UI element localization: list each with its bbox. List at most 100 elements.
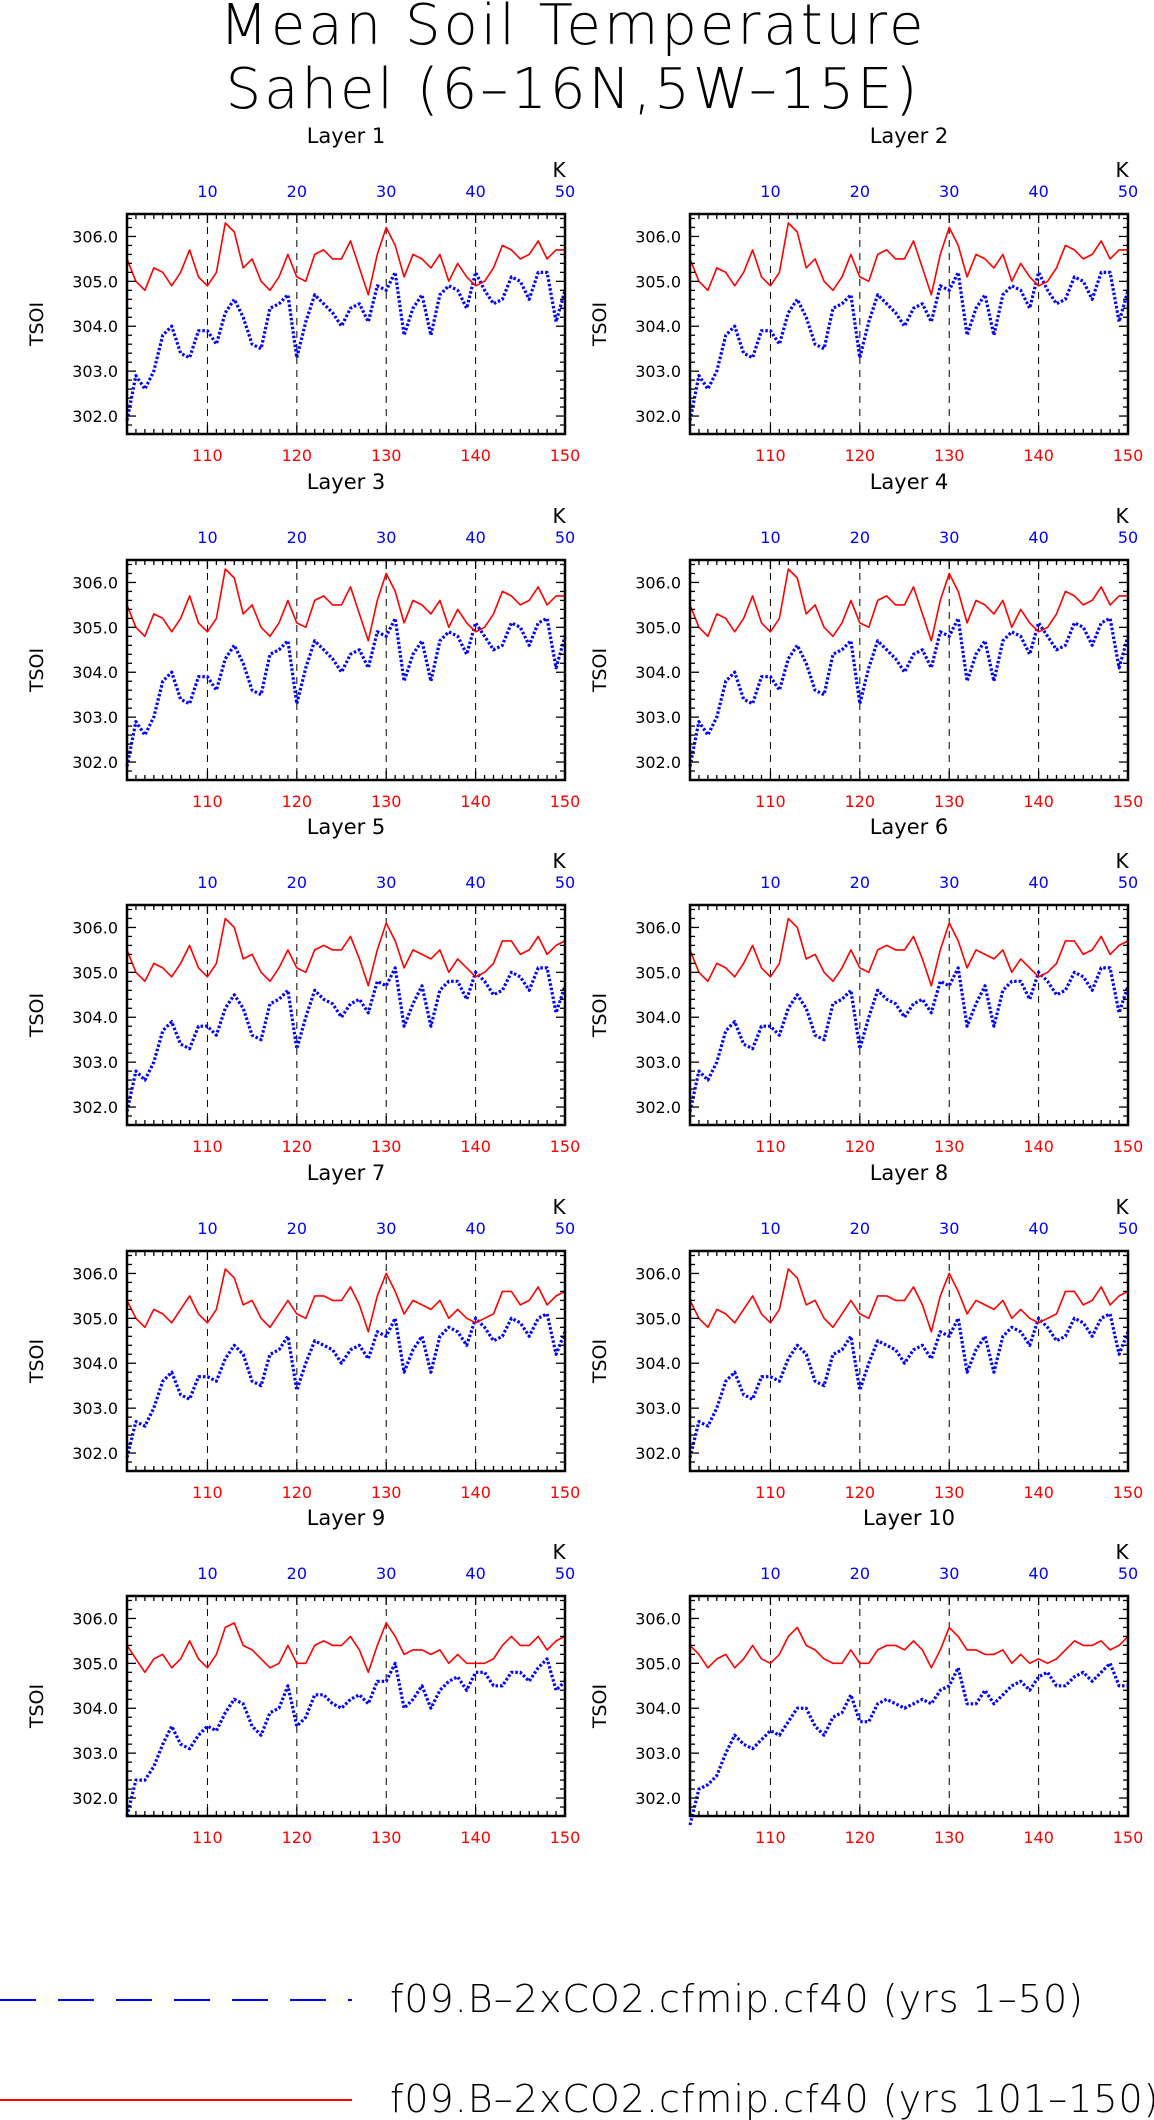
bottom-x-tick-label: 140 <box>1023 446 1054 465</box>
top-x-axis-label: K <box>1115 849 1129 873</box>
top-x-tick-label: 20 <box>287 873 307 892</box>
bottom-x-tick-label: 110 <box>755 1137 786 1156</box>
bottom-x-tick-label: 150 <box>1113 1483 1144 1502</box>
panel-title: Layer 10 <box>863 1506 955 1530</box>
top-x-tick-label: 40 <box>465 1564 485 1583</box>
y-tick-label: 302.0 <box>72 1098 118 1117</box>
top-x-tick-label: 40 <box>465 873 485 892</box>
y-tick-label: 303.0 <box>635 1399 681 1418</box>
top-x-tick-label: 30 <box>939 182 959 201</box>
top-x-tick-label: 40 <box>1028 528 1048 547</box>
y-tick-label: 304.0 <box>72 1354 118 1373</box>
top-x-tick-label: 50 <box>1118 1219 1138 1238</box>
y-tick-label: 304.0 <box>635 317 681 336</box>
bottom-x-tick-label: 120 <box>845 1483 876 1502</box>
bottom-x-tick-label: 140 <box>460 1137 491 1156</box>
series-line-yrs-101-150 <box>689 917 1129 987</box>
top-x-tick-label: 50 <box>555 1564 575 1583</box>
series-line-yrs-101-150 <box>689 1268 1129 1333</box>
bottom-x-tick-label: 140 <box>460 1483 491 1502</box>
top-x-tick-label: 30 <box>376 1219 396 1238</box>
series-line-yrs-101-150 <box>126 917 566 987</box>
figure-title-line-1: Mean Soil Temperature <box>220 0 927 58</box>
chart-panel-7: Layer 7 302.0 303.0 304.0 305.0 306.0 TSOI 110 1… <box>26 1161 580 1502</box>
bottom-x-tick-label: 130 <box>371 1828 402 1847</box>
y-tick-label: 302.0 <box>72 753 118 772</box>
top-x-axis-label: K <box>1115 504 1129 528</box>
legend: f09.B–2xCO2.cfmip.cf40 (yrs 1–50) f09.B–2… <box>0 1977 1154 2120</box>
bottom-x-tick-label: 110 <box>755 1828 786 1847</box>
y-tick-label: 305.0 <box>635 618 681 637</box>
plot-frame <box>125 1249 567 1473</box>
top-x-tick-label: 30 <box>939 1564 959 1583</box>
series-line-yrs-1-50 <box>688 966 1130 1112</box>
top-x-tick-label: 20 <box>850 182 870 201</box>
bottom-x-tick-label: 150 <box>550 792 581 811</box>
bottom-x-tick-label: 120 <box>282 1828 313 1847</box>
y-tick-label: 305.0 <box>72 272 118 291</box>
plot-frame <box>125 903 567 1127</box>
y-axis-label: TSOI <box>26 302 48 347</box>
top-x-tick-label: 50 <box>1118 182 1138 201</box>
top-x-axis-label: K <box>552 158 566 182</box>
top-x-axis-label: K <box>552 1540 566 1564</box>
panel-title: Layer 4 <box>870 470 949 494</box>
top-x-tick-label: 10 <box>760 1564 780 1583</box>
chart-panel-3: Layer 3 302.0 303.0 304.0 305.0 306.0 TSOI 110 1… <box>26 470 580 811</box>
series-line-yrs-101-150 <box>689 1626 1129 1669</box>
top-x-tick-label: 10 <box>760 528 780 547</box>
top-x-tick-label: 40 <box>465 1219 485 1238</box>
y-tick-label: 305.0 <box>72 618 118 637</box>
panel-title: Layer 7 <box>307 1161 386 1185</box>
y-tick-label: 304.0 <box>635 1699 681 1718</box>
top-x-tick-label: 10 <box>760 1219 780 1238</box>
legend-label-2: f09.B–2xCO2.cfmip.cf40 (yrs 101–150) <box>390 2077 1154 2120</box>
y-tick-label: 305.0 <box>72 1309 118 1328</box>
panel-title: Layer 1 <box>307 124 386 148</box>
y-tick-label: 302.0 <box>72 407 118 426</box>
top-x-tick-label: 20 <box>850 1564 870 1583</box>
bottom-x-tick-label: 150 <box>1113 446 1144 465</box>
bottom-x-tick-label: 110 <box>192 1828 223 1847</box>
bottom-x-tick-label: 130 <box>934 1137 965 1156</box>
y-axis-label: TSOI <box>26 993 48 1038</box>
top-x-tick-label: 20 <box>850 528 870 547</box>
y-tick-label: 306.0 <box>635 227 681 246</box>
y-tick-label: 302.0 <box>635 753 681 772</box>
plot-frame <box>688 558 1130 782</box>
top-x-tick-label: 50 <box>1118 528 1138 547</box>
top-x-tick-label: 20 <box>850 873 870 892</box>
chart-panel-1: Layer 1 302.0 303.0 304.0 305.0 306.0 TSOI 110 1… <box>26 124 580 465</box>
bottom-x-tick-label: 130 <box>934 1483 965 1502</box>
top-x-tick-label: 50 <box>555 528 575 547</box>
top-x-tick-label: 50 <box>555 182 575 201</box>
bottom-x-tick-label: 120 <box>282 792 313 811</box>
bottom-x-tick-label: 140 <box>1023 1828 1054 1847</box>
y-tick-label: 306.0 <box>635 918 681 937</box>
panel-grid: Layer 1 302.0 303.0 304.0 305.0 306.0 TSOI 110 1… <box>26 124 1143 1847</box>
top-x-tick-label: 40 <box>465 528 485 547</box>
legend-label-1: f09.B–2xCO2.cfmip.cf40 (yrs 1–50) <box>390 1977 1084 2021</box>
bottom-x-tick-label: 140 <box>460 792 491 811</box>
chart-panel-10: Layer 10 302.0 303.0 304.0 305.0 306.0 TSOI 110… <box>589 1506 1143 1847</box>
y-tick-label: 304.0 <box>635 663 681 682</box>
bottom-x-tick-label: 110 <box>192 446 223 465</box>
y-tick-label: 303.0 <box>72 1053 118 1072</box>
top-x-tick-label: 10 <box>760 182 780 201</box>
top-x-tick-label: 40 <box>465 182 485 201</box>
bottom-x-tick-label: 110 <box>755 1483 786 1502</box>
y-tick-label: 303.0 <box>635 362 681 381</box>
plot-frame <box>688 212 1130 436</box>
top-x-axis-label: K <box>1115 158 1129 182</box>
top-x-tick-label: 50 <box>555 873 575 892</box>
top-x-tick-label: 30 <box>376 1564 396 1583</box>
bottom-x-tick-label: 140 <box>460 1828 491 1847</box>
top-x-tick-label: 10 <box>197 528 217 547</box>
y-tick-label: 302.0 <box>635 407 681 426</box>
y-axis-label: TSOI <box>589 648 611 693</box>
bottom-x-tick-label: 110 <box>755 446 786 465</box>
y-tick-label: 304.0 <box>72 663 118 682</box>
y-tick-label: 306.0 <box>72 1609 118 1628</box>
y-tick-label: 304.0 <box>72 317 118 336</box>
bottom-x-tick-label: 130 <box>371 1137 402 1156</box>
